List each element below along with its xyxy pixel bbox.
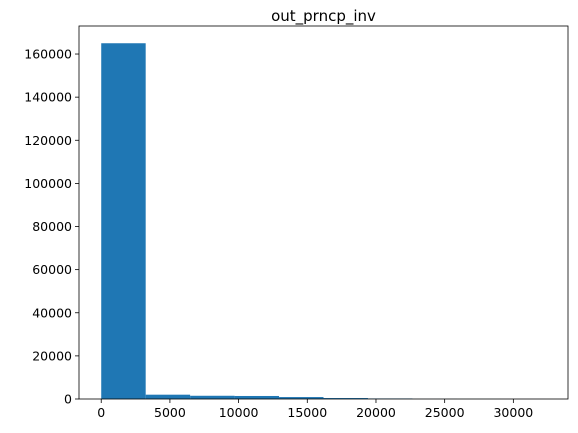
- plot-frame: [78, 25, 569, 400]
- y-axis: 0 20000 40000 60000 80000 100000 120000 140000 1…: [24, 47, 79, 407]
- x-tick-label: 15000: [287, 405, 327, 420]
- y-tick-label: 100000: [24, 176, 72, 191]
- histogram-bar: [145, 394, 191, 399]
- histogram-bar: [323, 398, 368, 399]
- histogram-bar: [190, 395, 235, 399]
- x-axis: 0 5000 10000 15000 20000 25000 30000: [97, 399, 533, 420]
- y-tick-label: 0: [64, 392, 72, 407]
- y-tick-label: 140000: [24, 90, 72, 105]
- histogram-bar: [279, 397, 324, 399]
- histogram-bar: [101, 43, 146, 399]
- y-tick-label: 40000: [32, 305, 72, 320]
- bars-layer: [101, 43, 546, 399]
- y-tick-label: 120000: [24, 133, 72, 148]
- x-tick-label: 10000: [219, 405, 259, 420]
- y-tick-label: 80000: [32, 219, 72, 234]
- histogram-bar: [234, 395, 280, 399]
- x-tick-label: 20000: [356, 405, 396, 420]
- x-tick-label: 25000: [425, 405, 465, 420]
- x-tick-label: 30000: [493, 405, 533, 420]
- y-tick-label: 20000: [32, 348, 72, 363]
- x-tick-label: 0: [97, 405, 105, 420]
- y-tick-label: 60000: [32, 262, 72, 277]
- x-tick-label: 5000: [154, 405, 186, 420]
- chart-title: out_prncp_inv: [271, 7, 376, 26]
- y-tick-label: 160000: [24, 47, 72, 62]
